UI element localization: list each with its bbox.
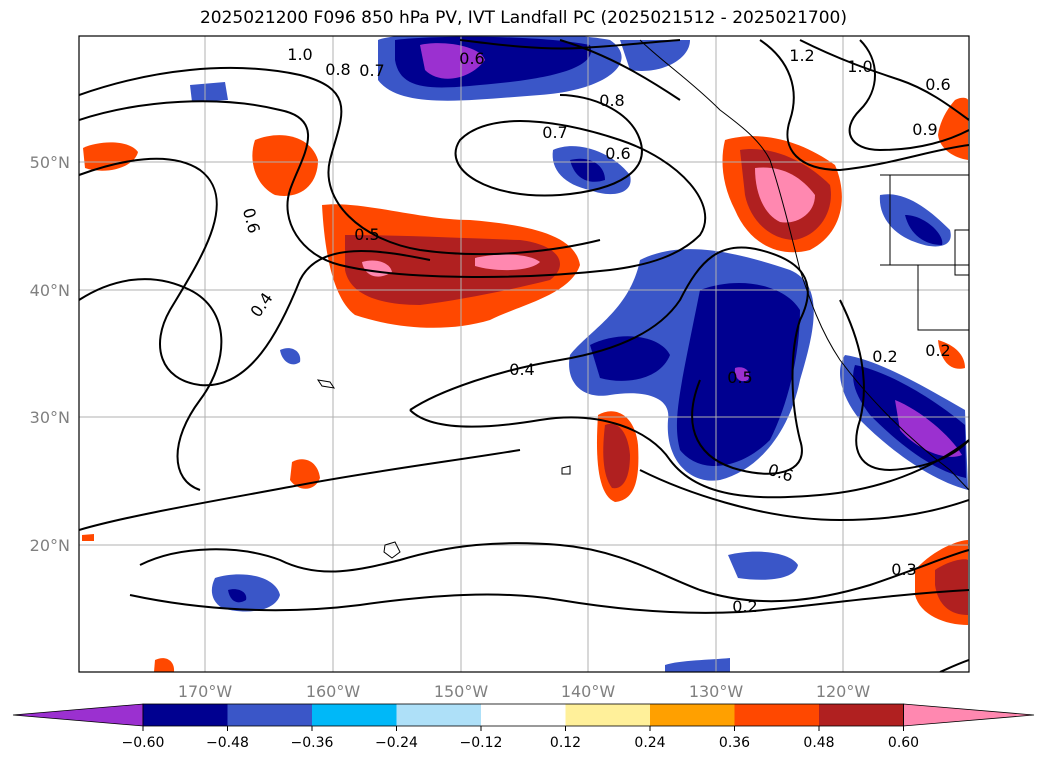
pv-anomaly-shading xyxy=(82,36,968,672)
contour-label: 1.0 xyxy=(847,57,872,76)
colorbar-bin xyxy=(143,704,228,726)
lon-tick-label: 170°W xyxy=(178,682,233,701)
contour-label: 0.2 xyxy=(925,341,950,360)
contour-label: 0.8 xyxy=(325,60,350,79)
contour-label: 0.7 xyxy=(542,123,567,142)
lon-tick-label: 150°W xyxy=(434,682,489,701)
contour-label: 0.8 xyxy=(599,91,624,110)
contour-label: 0.7 xyxy=(359,61,384,80)
colorbar-tick-label: 0.48 xyxy=(803,735,834,751)
contour-label: 0.6 xyxy=(459,49,484,68)
colorbar: −0.60 −0.48 −0.36 −0.24 −0.12 0.12 0.24 0.36 0.4… xyxy=(12,703,1035,751)
colorbar-bin xyxy=(396,704,482,726)
contour-label: 0.3 xyxy=(891,560,916,579)
colorbar-tick-label: −0.48 xyxy=(206,735,249,751)
colorbar-tick-label: 0.36 xyxy=(719,735,750,751)
lon-tick-label: 130°W xyxy=(689,682,744,701)
graticule xyxy=(79,36,969,672)
colorbar-tick-label: 0.60 xyxy=(888,735,919,751)
colorbar-bin xyxy=(312,704,397,726)
contour-label: 0.2 xyxy=(732,597,757,616)
pv-contours xyxy=(79,39,969,672)
lon-tick-label: 160°W xyxy=(306,682,361,701)
contour-label: 1.0 xyxy=(287,45,312,64)
colorbar-bin xyxy=(650,704,735,726)
colorbar-tick-label: −0.60 xyxy=(122,735,165,751)
lat-tick-label: 30°N xyxy=(30,408,70,427)
colorbar-frame xyxy=(142,703,904,727)
contour-label: 0.9 xyxy=(912,120,937,139)
colorbar-tick-label: 0.12 xyxy=(550,735,581,751)
contour-label: 0.2 xyxy=(872,347,897,366)
map-frame xyxy=(78,35,970,673)
coastlines xyxy=(316,39,969,559)
colorbar-bin xyxy=(734,704,820,726)
map-area xyxy=(79,36,969,672)
lat-tick-label: 50°N xyxy=(30,153,70,172)
colorbar-tick-label: 0.24 xyxy=(634,735,665,751)
colorbar-tick-label: −0.36 xyxy=(291,735,334,751)
contour-label: 0.5 xyxy=(354,225,379,244)
map-title: 2025021200 F096 850 hPa PV, IVT Landfall… xyxy=(199,8,847,28)
lat-axis: 50°N 40°N 30°N 20°N xyxy=(30,153,70,555)
colorbar-extension-low xyxy=(12,703,144,727)
contour-label: 0.4 xyxy=(509,360,534,379)
colorbar-bin xyxy=(565,704,651,726)
contour-label: 0.5 xyxy=(727,368,752,387)
lat-tick-label: 40°N xyxy=(30,281,70,300)
contour-label: 1.2 xyxy=(789,46,814,65)
lon-tick-label: 140°W xyxy=(561,682,616,701)
lat-tick-label: 20°N xyxy=(30,536,70,555)
colorbar-bin xyxy=(227,704,313,726)
colorbar-bin xyxy=(481,704,566,726)
colorbar-bin xyxy=(819,704,904,726)
lon-tick-label: 120°W xyxy=(816,682,871,701)
contour-label: 0.6 xyxy=(925,75,950,94)
contour-label: 0.6 xyxy=(605,144,630,163)
colorbar-extension-high xyxy=(903,703,1035,727)
lon-axis: 170°W 160°W 150°W 140°W 130°W 120°W xyxy=(178,682,871,701)
colorbar-tick-label: −0.12 xyxy=(460,735,503,751)
colorbar-tick-label: −0.24 xyxy=(375,735,418,751)
